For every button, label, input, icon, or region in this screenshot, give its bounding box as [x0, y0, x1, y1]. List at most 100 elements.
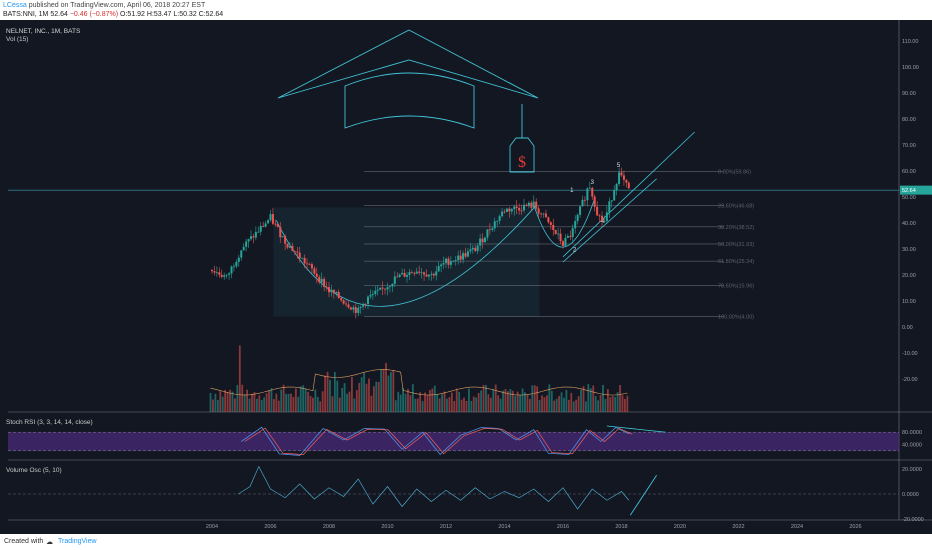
volume-bar	[567, 399, 570, 412]
candle-body	[376, 289, 379, 291]
candle-body	[413, 272, 416, 274]
volume-bar	[387, 375, 390, 412]
cup-curve	[275, 204, 537, 307]
candle-body	[308, 263, 311, 265]
volume-bar	[580, 389, 582, 412]
volume-bar	[516, 391, 519, 412]
candle-body	[613, 190, 616, 201]
tradingview-brand-link[interactable]: TradingView	[58, 538, 97, 545]
volume-bar	[273, 399, 275, 412]
volume-bar	[268, 390, 270, 412]
volume-bar	[619, 384, 621, 412]
publish-line: LCessa published on TradingView.com, Apr…	[3, 2, 205, 9]
candle-body	[289, 245, 291, 248]
candle-body	[298, 252, 301, 259]
candle-body	[374, 290, 377, 295]
candle-body	[520, 210, 523, 212]
candle-body	[264, 223, 267, 227]
candle-body	[442, 263, 445, 265]
volume-bar	[392, 370, 395, 412]
time-tick-label: 2012	[440, 524, 452, 530]
candle-body	[618, 172, 621, 184]
stoch-rsi-label: Stoch RSI (3, 3, 14, 14, close)	[6, 419, 93, 426]
candle-body	[345, 303, 348, 305]
wave-label: 1	[570, 188, 574, 194]
candle-body	[525, 204, 528, 206]
volume-bar	[575, 399, 578, 412]
fib-level-label: 78.60%(15.96)	[718, 284, 754, 290]
candle-body	[581, 199, 584, 207]
volume-bar	[448, 397, 451, 412]
stoch-tick-label: 40.0000	[902, 443, 922, 449]
volume-bar	[231, 391, 234, 412]
volume-bar	[246, 389, 248, 412]
time-tick-label: 2010	[381, 524, 393, 530]
volume-bar	[582, 386, 585, 412]
volume-bar	[599, 395, 602, 412]
price-candles	[211, 167, 630, 319]
candle-body	[301, 257, 304, 259]
candle-body	[622, 175, 625, 180]
candle-body	[610, 200, 613, 202]
candle-body	[281, 236, 284, 238]
candle-body	[369, 294, 372, 297]
price-tick-label: 60.00	[902, 169, 916, 175]
candle-body	[432, 273, 435, 276]
volume-bar	[446, 398, 448, 412]
volume-bar	[348, 391, 351, 412]
volume-bar	[248, 398, 251, 412]
candle-body	[605, 212, 608, 222]
volume-bar	[433, 385, 436, 412]
volume-bar	[424, 392, 426, 412]
volume-bar	[251, 393, 253, 412]
volume-bar	[419, 392, 422, 412]
volume-bar	[614, 397, 617, 412]
volume-bar	[546, 395, 548, 412]
candle-body	[218, 272, 221, 275]
volume-bar	[563, 397, 565, 412]
candle-body	[257, 231, 260, 233]
candle-body	[381, 287, 384, 289]
volume-bar	[468, 388, 470, 412]
price-tag-icon	[509, 137, 535, 173]
volume-bar	[270, 388, 273, 412]
volume-bar	[458, 391, 461, 412]
volume-bar	[224, 389, 227, 412]
volume-bar	[219, 391, 222, 412]
volume-bar	[538, 399, 541, 412]
candle-body	[254, 231, 257, 238]
candle-body	[566, 236, 569, 238]
volume-bar	[414, 398, 417, 412]
volume-bar	[477, 392, 480, 412]
candle-body	[608, 201, 611, 213]
candle-body	[574, 221, 577, 229]
volume-bar	[353, 398, 356, 412]
volume-bar	[550, 390, 553, 412]
author-link[interactable]: LCessa	[3, 2, 27, 9]
candle-body	[235, 261, 238, 267]
candle-body	[386, 287, 389, 290]
volume-bar	[429, 389, 431, 412]
chart-canvas[interactable]: 0.00%(59.86)23.60%(46.68)38.20%(38.52)50…	[0, 20, 932, 534]
candle-body	[527, 202, 530, 206]
volume-bar	[460, 399, 463, 412]
wedge-upper-line	[562, 131, 695, 258]
volume-bar	[470, 400, 473, 412]
candle-body	[315, 273, 318, 277]
volume-bar	[236, 385, 239, 412]
candle-body	[542, 213, 545, 215]
symbol-line: BATS:NNI, 1M 52.64 −0.46 (−0.87%) O:51.9…	[3, 11, 223, 18]
published-text: published on TradingView.com, April 06, …	[28, 2, 206, 9]
volume-bar	[351, 376, 353, 412]
volume-bar	[260, 400, 263, 412]
candle-body	[518, 208, 521, 211]
price-tick-label: 30.00	[902, 247, 916, 253]
candle-body	[583, 199, 586, 201]
header: LCessa published on TradingView.com, Apr…	[0, 0, 932, 20]
volume-bar	[319, 401, 322, 412]
candle-body	[418, 271, 421, 273]
price-tick-label: 110.00	[902, 39, 918, 45]
wave-label: 3	[591, 180, 595, 186]
volume-bar	[475, 397, 478, 412]
candle-body	[423, 272, 426, 275]
